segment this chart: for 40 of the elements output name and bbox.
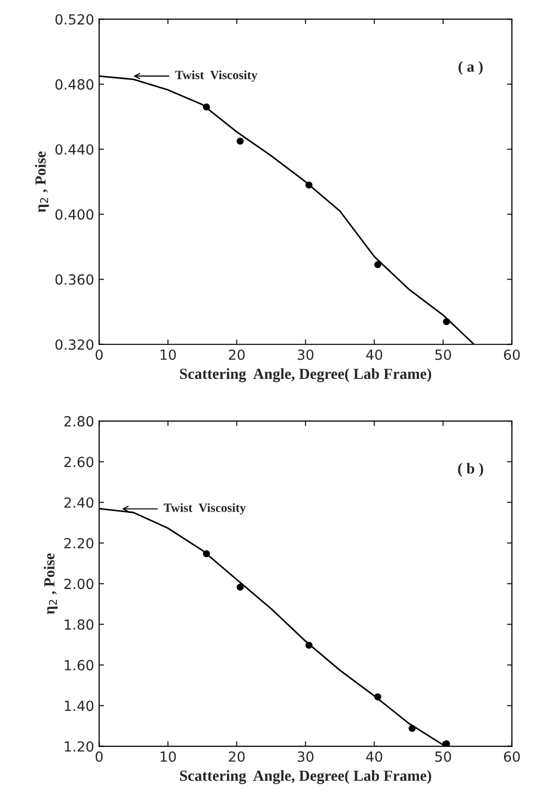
point bbox=[374, 261, 382, 268]
y-tick-label: 2.40 bbox=[64, 497, 94, 508]
y-axis-title: η$_{2}$ , Poise bbox=[34, 152, 49, 212]
x-tick-label: 60 bbox=[504, 349, 520, 360]
y-tick-label: 0.520 bbox=[55, 14, 94, 25]
y-tick-label: 0.320 bbox=[55, 339, 94, 350]
y-tick-label: 1.20 bbox=[64, 741, 94, 752]
y-tick-label: 1.40 bbox=[64, 700, 94, 712]
annotation: ( a ) bbox=[458, 61, 483, 75]
x-axis-title: Scattering Angle, Degree( Lab Frame) bbox=[180, 770, 432, 784]
x-tick-label: 10 bbox=[160, 751, 176, 762]
annotation: Twist Viscosity bbox=[175, 70, 258, 82]
y-tick-label: 0.480 bbox=[55, 79, 94, 90]
y-tick-label: 0.440 bbox=[55, 144, 94, 155]
x-tick-label: 50 bbox=[435, 349, 452, 360]
x-tick-label: 30 bbox=[298, 349, 314, 360]
x-tick-label: 10 bbox=[160, 349, 176, 360]
y-tick-label: 2.00 bbox=[64, 578, 94, 590]
y-tick-label: 1.80 bbox=[64, 619, 94, 630]
y-tick-label: 2.60 bbox=[64, 456, 94, 468]
x-axis-title: Scattering Angle, Degree( Lab Frame) bbox=[180, 368, 432, 382]
x-tick-label: 40 bbox=[366, 349, 382, 360]
y-tick-label: 2.80 bbox=[64, 416, 94, 427]
x-tick-label: 20 bbox=[228, 349, 245, 360]
x-tick-label: 60 bbox=[504, 751, 520, 762]
y-axis-title: η$_{2}$ , Poise bbox=[44, 553, 58, 614]
y-tick-label: 0.360 bbox=[55, 274, 94, 285]
y-tick-label: 2.20 bbox=[64, 538, 94, 548]
x-tick-label: 30 bbox=[298, 751, 314, 762]
y-tick-label: 0.400 bbox=[55, 209, 94, 220]
point bbox=[236, 138, 244, 145]
x-tick-label: 0 bbox=[96, 349, 103, 360]
x-tick-label: 0 bbox=[96, 751, 103, 762]
annotation: Twist Viscosity bbox=[164, 503, 246, 515]
y-tick-label: 1.60 bbox=[64, 660, 94, 670]
x-tick-label: 20 bbox=[228, 751, 245, 762]
annotation: ( b ) bbox=[458, 462, 484, 477]
x-tick-label: 40 bbox=[366, 751, 382, 762]
point bbox=[236, 584, 244, 591]
x-tick-label: 50 bbox=[435, 751, 452, 762]
